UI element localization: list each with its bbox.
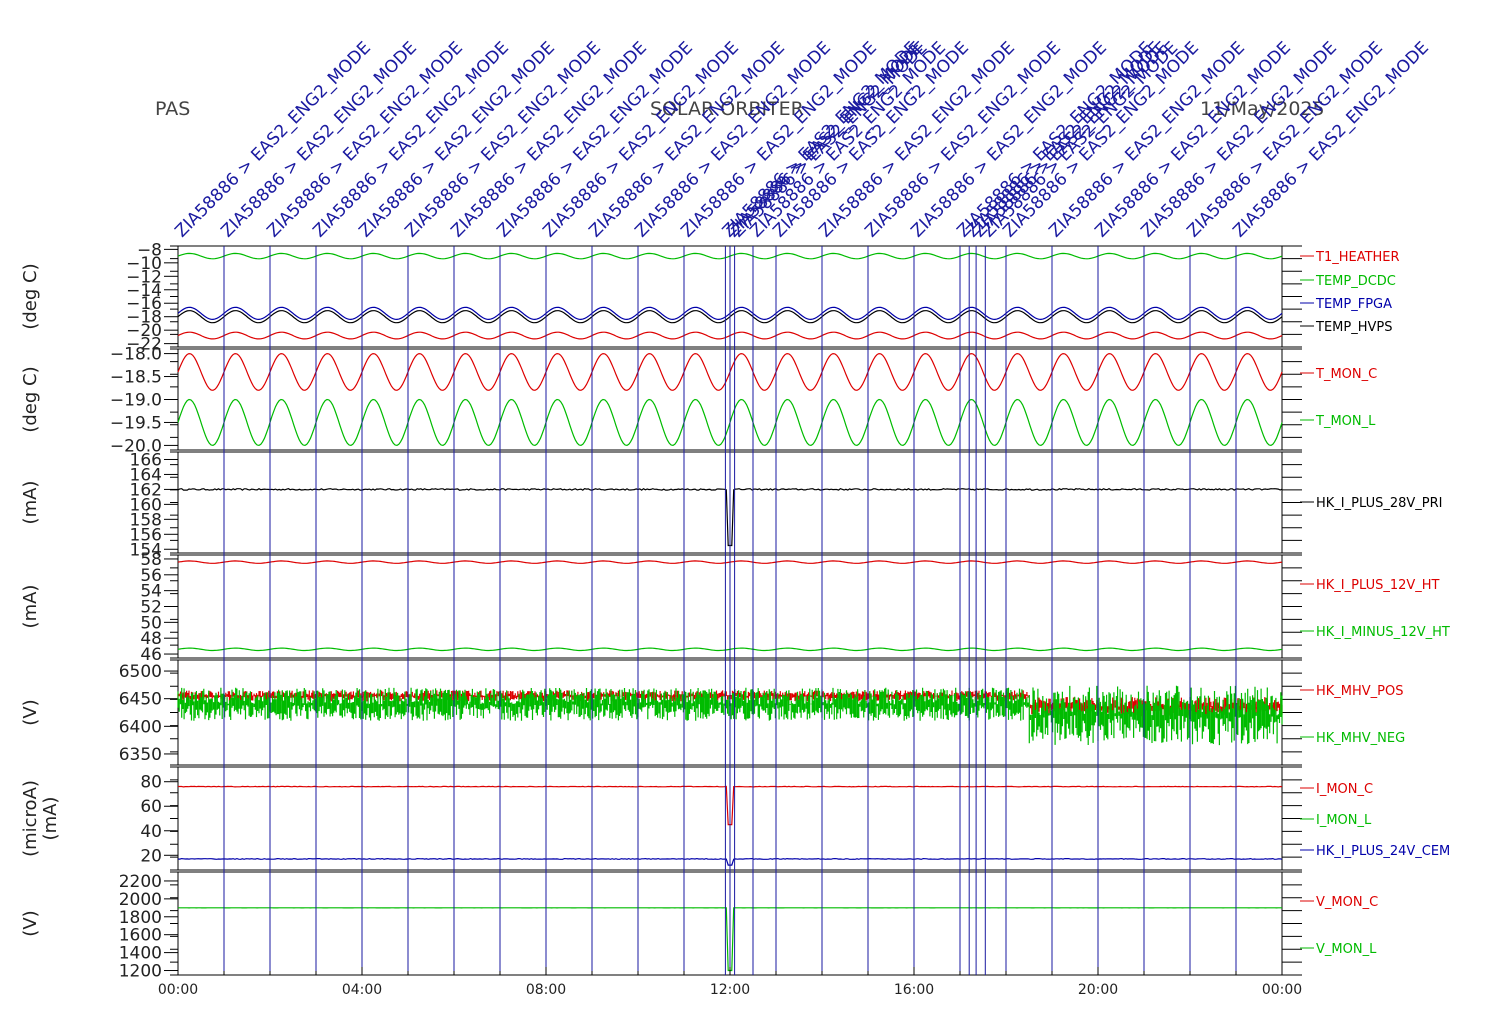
y-tick-label: 1200 [119,962,162,982]
header-center: SOLAR ORBITER [650,98,804,120]
series-legend-label: HK_I_PLUS_12V_HT [1316,578,1440,593]
series-legend-label: HK_I_PLUS_24V_CEM [1316,844,1450,859]
y-tick-label: −10 [126,254,162,274]
y-tick-label: 1800 [119,908,162,928]
series-legend-label: TEMP_HVPS [1315,320,1392,335]
y-tick-label: 48 [140,629,162,649]
y-tick-label: 20 [140,846,162,866]
y-axis-label: (V) [20,910,41,936]
y-tick-label: −12 [126,267,162,287]
series-legend-label: V_MON_L [1316,942,1377,957]
y-tick-label: 166 [130,450,162,470]
y-tick-label: −20.0 [110,436,162,456]
y-tick-label: 52 [140,598,162,618]
x-tick-label: 08:00 [526,982,566,998]
x-tick-label: 20:00 [1078,982,1118,998]
y-axis-label: (mA) [20,585,41,629]
y-tick-label: 40 [140,822,162,842]
y-axis-label: (deg C) [20,366,41,432]
y-tick-label: 60 [140,797,162,817]
y-tick-label: 6400 [119,717,162,737]
x-tick-label: 12:00 [710,982,750,998]
series-legend-label: HK_MHV_POS [1316,684,1404,699]
y-tick-label: −8 [137,240,162,260]
y-tick-label: 160 [130,495,162,515]
y-axis-label: (microA) [20,780,41,857]
series-legend-label: TEMP_FPGA [1315,297,1392,312]
series-legend-label: V_MON_C [1316,895,1378,910]
y-tick-label: 80 [140,773,162,793]
y-tick-label: 154 [130,540,162,560]
series-legend-label: HK_I_MINUS_12V_HT [1316,625,1450,640]
y-tick-label: −14 [126,281,162,301]
series-legend-label: TEMP_DCDC [1315,274,1396,289]
y-axis-label: (deg C) [20,263,41,329]
series-legend-label: T1_HEATHER [1315,250,1400,265]
series-legend-label: HK_I_PLUS_28V_PRI [1316,496,1442,511]
series-legend-label: T_MON_C [1315,367,1377,382]
y-tick-label: −18.0 [110,345,162,365]
series-legend-label: HK_MHV_NEG [1316,731,1405,746]
y-tick-label: −20 [126,321,162,341]
y-axis-label: (mA) [20,481,41,525]
y-tick-label: 2200 [119,872,162,892]
y-tick-label: 6500 [119,662,162,682]
y-tick-label: 162 [130,480,162,500]
x-tick-label: 16:00 [894,982,934,998]
x-tick-label: 04:00 [342,982,382,998]
y-tick-label: 56 [140,566,162,586]
header-right: 11/May/2025 [1200,98,1325,120]
y-tick-label: 1600 [119,926,162,946]
y-tick-label: 1400 [119,944,162,964]
y-tick-label: −19.0 [110,391,162,411]
y-tick-label: 6350 [119,745,162,765]
series-legend-label: I_MON_L [1316,813,1372,828]
y-axis-label: (mA) [40,797,61,841]
series-legend-label: T_MON_L [1315,414,1376,429]
y-tick-label: −18.5 [110,368,162,388]
y-tick-label: 156 [130,525,162,545]
y-tick-label: −22 [126,335,162,355]
series-legend-label: I_MON_C [1316,782,1373,797]
y-tick-label: 164 [130,465,162,485]
y-tick-label: 6450 [119,690,162,710]
y-tick-label: 2000 [119,890,162,910]
y-tick-label: −19.5 [110,413,162,433]
y-tick-label: 54 [140,582,162,602]
x-tick-label: 00:00 [1262,982,1302,998]
y-axis-label: (V) [20,699,41,725]
y-tick-label: 158 [130,510,162,530]
y-tick-label: 50 [140,613,162,633]
y-tick-label: −16 [126,294,162,314]
x-tick-label: 00:00 [158,982,198,998]
y-tick-label: 46 [140,645,162,665]
y-tick-label: −18 [126,308,162,328]
header-left: PAS [155,98,191,120]
y-tick-label: 58 [140,550,162,570]
